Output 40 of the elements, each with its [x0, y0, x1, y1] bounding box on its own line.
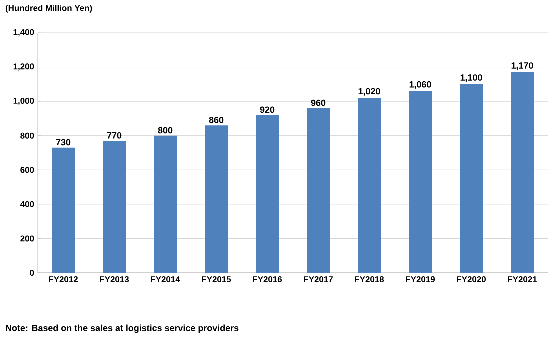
x-tick-label: FY2016 — [253, 276, 282, 283]
y-tick-label: 1,400 — [14, 29, 34, 37]
data-label: 800 — [158, 127, 173, 134]
bar — [103, 141, 126, 273]
data-label: 1,060 — [410, 81, 432, 90]
bar — [511, 72, 534, 273]
bar — [205, 126, 228, 273]
x-tick-label: FY2020 — [457, 276, 486, 283]
data-label: 1,020 — [358, 88, 380, 96]
y-tick-label: 600 — [20, 167, 34, 174]
x-tick-label: FY2015 — [202, 276, 232, 283]
data-label: 1,100 — [460, 74, 482, 82]
x-tick-label: FY2013 — [100, 276, 130, 283]
y-tick-label: 1,000 — [14, 98, 34, 106]
x-tick-label: FY2021 — [508, 276, 538, 283]
text: Note: Based on the sales at logistics service providers — [6, 324, 239, 334]
x-tick-label: FY2017 — [304, 276, 333, 283]
bar — [460, 84, 484, 273]
x-tick-label: FY2019 — [406, 276, 436, 283]
data-label: 920 — [260, 106, 275, 114]
bar — [256, 115, 280, 273]
data-label: 860 — [209, 117, 224, 124]
bar — [52, 148, 75, 273]
data-label: 960 — [311, 100, 326, 106]
bar — [154, 136, 178, 273]
bar — [358, 98, 382, 273]
y-tick-label: 0 — [30, 270, 34, 276]
data-label: 770 — [107, 132, 122, 139]
y-axis-title: (Hundred Million Yen) — [6, 5, 92, 13]
y-tick-label: 800 — [20, 132, 34, 139]
bar — [409, 91, 432, 273]
data-label: 1,170 — [512, 62, 534, 70]
data-label: 730 — [56, 139, 71, 146]
bar — [307, 108, 330, 273]
y-tick-label: 1,200 — [14, 64, 34, 71]
x-tick-label: FY2014 — [151, 276, 180, 283]
y-tick-label: 400 — [20, 201, 34, 208]
x-tick-label: FY2012 — [49, 276, 78, 283]
x-tick-label: FY2018 — [355, 276, 384, 283]
y-tick-label: 200 — [20, 236, 34, 242]
